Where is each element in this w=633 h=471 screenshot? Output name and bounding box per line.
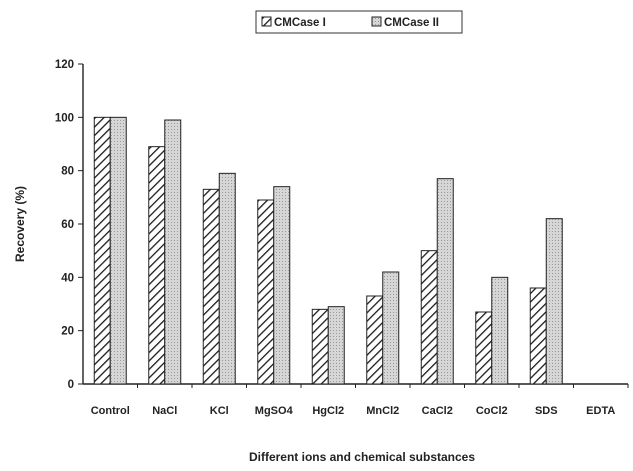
y-axis-title: Recovery (%)	[13, 186, 27, 262]
x-category-label: SDS	[535, 405, 558, 417]
bars-group	[93, 116, 563, 385]
y-tick-label: 60	[61, 219, 74, 231]
x-category-label: MnCl2	[366, 405, 399, 417]
bar-series-1-cacl2	[420, 250, 438, 385]
bar-series-1-hgcl2	[311, 308, 329, 385]
y-tick-label: 120	[55, 59, 74, 71]
legend-label-series-2: CMCase II	[384, 17, 439, 29]
bar-series-1-mncl2	[366, 295, 384, 385]
y-tick-label: 0	[68, 379, 74, 391]
x-category-label: HgCl2	[312, 405, 344, 417]
x-category-label: Control	[91, 405, 130, 417]
y-tick-label: 40	[61, 272, 74, 284]
x-category-label: NaCl	[152, 405, 177, 417]
legend: CMCase I CMCase II	[255, 10, 463, 34]
bar-series-2-control	[109, 116, 127, 385]
bar-series-2-kcl	[218, 172, 236, 385]
x-category-label: MgSO4	[255, 405, 294, 417]
bar-series-1-cocl2	[475, 311, 493, 385]
x-category-label: CoCl2	[476, 405, 508, 417]
bar-series-2-mgso4	[273, 186, 291, 385]
bar-series-1-sds	[529, 287, 547, 385]
bar-series-1-kcl	[202, 188, 220, 385]
bar-series-2-mncl2	[382, 271, 400, 385]
bar-series-2-sds	[545, 218, 563, 385]
legend-label-series-1: CMCase I	[274, 17, 326, 29]
legend-swatch-series-1	[261, 16, 272, 27]
bar-series-2-cacl2	[436, 178, 454, 385]
bar-series-1-nacl	[148, 146, 166, 385]
bar-series-2-hgcl2	[327, 306, 345, 385]
bar-series-2-nacl	[164, 119, 182, 385]
x-category-label: CaCl2	[422, 405, 453, 417]
y-tick-label: 100	[55, 112, 74, 124]
x-axis-labels: Control NaCl KCl MgSO4 HgCl2 MnCl2 CaCl2 CoCl2 S…	[91, 384, 629, 417]
y-axis-ticks: 0 20 40 60 80 100 120	[55, 59, 83, 391]
x-category-label: EDTA	[586, 405, 615, 417]
y-tick-label: 20	[61, 326, 74, 338]
x-category-label: KCl	[210, 405, 229, 417]
y-tick-label: 80	[61, 166, 74, 178]
bar-series-1-control	[93, 116, 111, 385]
bar-series-1-mgso4	[257, 199, 275, 385]
legend-frame	[255, 10, 463, 34]
bar-series-2-cocl2	[491, 276, 509, 385]
legend-swatch-series-2	[371, 16, 382, 27]
x-axis-title: Different ions and chemical substances	[249, 450, 475, 464]
